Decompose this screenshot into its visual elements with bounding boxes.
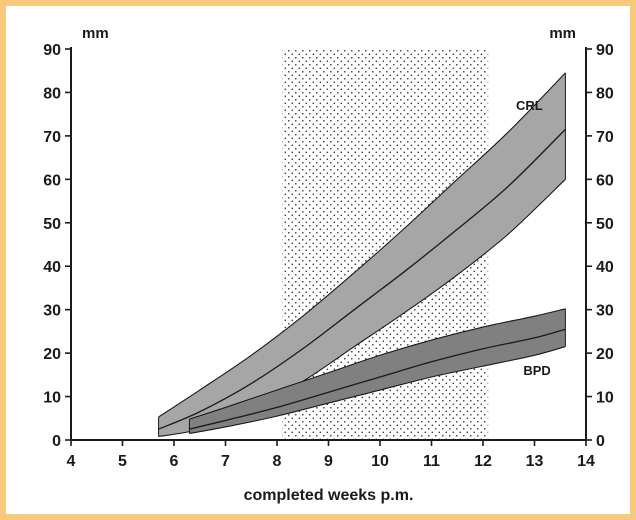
- x-tick-label: 7: [221, 453, 230, 470]
- bpd-upper-line: [189, 308, 566, 420]
- y-tick-label-right: 0: [596, 433, 605, 450]
- x-tick-label: 9: [324, 453, 333, 470]
- x-tick-label: 4: [67, 453, 76, 470]
- x-tick-label: 12: [474, 453, 492, 470]
- crl-mean-line: [158, 128, 566, 430]
- y-tick-label-left: 40: [43, 259, 61, 276]
- y-tick-label-left: 30: [43, 303, 61, 320]
- y-tick-label-left: 20: [43, 346, 61, 363]
- y-tick-label-right: 70: [596, 129, 614, 146]
- y-tick-label-left: 60: [43, 172, 61, 189]
- crl-series-label: CRL: [516, 98, 543, 113]
- x-tick-label: 13: [526, 453, 544, 470]
- x-tick-label: 8: [273, 453, 282, 470]
- y-tick-label-left: 10: [43, 390, 61, 407]
- y-unit-label-left: mm: [82, 25, 109, 42]
- y-tick-label-right: 90: [596, 42, 614, 59]
- y-tick-label-right: 80: [596, 85, 614, 102]
- x-tick-label: 6: [170, 453, 179, 470]
- x-axis-title: completed weeks p.m.: [244, 487, 414, 504]
- y-tick-label-left: 50: [43, 216, 61, 233]
- y-unit-label-right: mm: [549, 25, 576, 42]
- bpd-mean-line: [189, 328, 566, 430]
- crl-band: [158, 72, 566, 437]
- y-tick-label-left: 0: [52, 433, 61, 450]
- y-tick-label-left: 90: [43, 42, 61, 59]
- y-tick-label-left: 70: [43, 129, 61, 146]
- y-tick-label-right: 20: [596, 346, 614, 363]
- x-tick-label: 14: [577, 453, 595, 470]
- bpd-series-label: BPD: [523, 363, 550, 378]
- y-tick-label-right: 10: [596, 390, 614, 407]
- y-tick-label-left: 80: [43, 85, 61, 102]
- y-tick-label-right: 50: [596, 216, 614, 233]
- bpd-band: [189, 308, 566, 434]
- y-tick-label-right: 30: [596, 303, 614, 320]
- x-tick-label: 5: [118, 453, 127, 470]
- y-tick-label-right: 60: [596, 172, 614, 189]
- bpd-lower-line: [189, 346, 566, 435]
- x-tick-label: 11: [423, 453, 440, 470]
- x-tick-label: 10: [371, 453, 389, 470]
- crl-upper-line: [158, 72, 566, 418]
- y-tick-label-right: 40: [596, 259, 614, 276]
